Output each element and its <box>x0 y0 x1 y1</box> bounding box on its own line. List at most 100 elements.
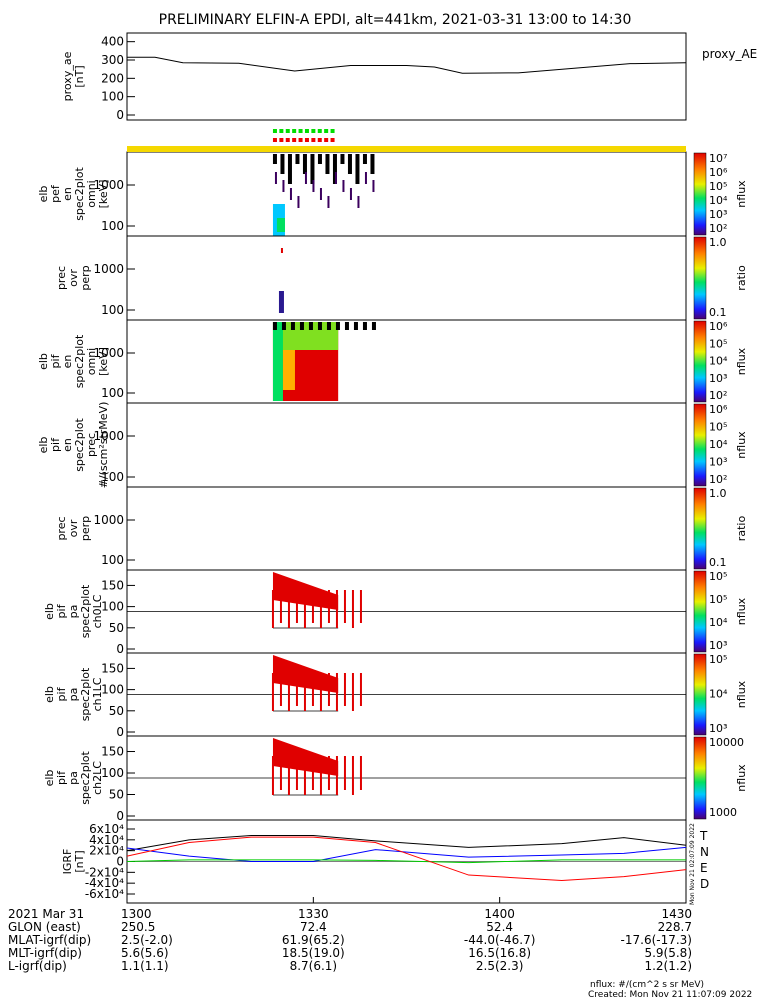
colorbar-tick: 10⁵ <box>709 593 727 606</box>
ylabel-line: pif <box>49 437 62 452</box>
flag-red-square <box>304 138 309 142</box>
spectrogram-cell <box>340 154 345 164</box>
spectrogram-cell <box>325 154 330 174</box>
panel-frame-prec_ovr_perp_1 <box>126 235 687 321</box>
legend-T: T <box>699 829 708 843</box>
xaxis-value: 1.1(1.1) <box>121 959 169 973</box>
xaxis-value: 52.4 <box>486 920 513 934</box>
ylabel-line: ovr <box>67 269 80 287</box>
colorbar-tick: 10² <box>709 389 727 402</box>
spectrogram-cell <box>317 322 322 330</box>
ylabel-line: ch2LC <box>91 761 104 795</box>
colorbar-tick: 10000 <box>709 736 744 749</box>
ylabel-line: [nT] <box>73 65 86 87</box>
panel-frame-prec_ovr_perp_2 <box>126 486 687 571</box>
ylabel-line: prec <box>85 433 98 457</box>
colorbar-tick: 10⁵ <box>709 180 727 193</box>
ytick-label: 1000 <box>93 513 124 527</box>
series-line-proxy-ae <box>127 56 687 74</box>
colorbar-tick: 10³ <box>709 639 727 652</box>
panel-proxy_ae: proxy_ae [nT] 0 100 200 300 400 proxy_AE <box>61 32 757 122</box>
spectrogram-cell <box>335 322 340 330</box>
colorbar-tick: 10³ <box>709 722 727 735</box>
series-line-T <box>126 835 687 852</box>
flag-red-square <box>298 138 303 142</box>
legend-D: D <box>700 877 709 891</box>
ylabel-elb_pef_en: elb pef en spec2plot omni [keV] <box>37 167 110 221</box>
ylabel-pa_ch1: elb pif pa spec2plot ch1LC <box>43 667 104 721</box>
flag-green-square <box>298 129 303 133</box>
colorbar-tick: 1000 <box>709 806 737 819</box>
colorbar-label: ratio <box>735 265 748 291</box>
ytick-label: 100 <box>101 303 124 317</box>
colorbar-label: nflux <box>735 680 748 708</box>
flag-green-square <box>304 129 309 133</box>
ylabel-igrf: IGRF [nT] <box>61 849 86 875</box>
spectrogram-cell <box>310 154 315 184</box>
spectrogram-marks <box>127 738 686 796</box>
spectrogram-cell <box>342 180 345 192</box>
panel-frame-elb_pif_en <box>126 319 687 404</box>
spectrogram-cell <box>304 172 307 184</box>
ytick-label: 0 <box>116 108 124 122</box>
ylabel-line: prec <box>55 516 68 540</box>
flag-indicators <box>127 129 686 152</box>
xaxis-value: 2.5(2.3) <box>476 959 524 973</box>
xaxis-row-label: MLT-igrf(dip) <box>8 946 82 960</box>
ylabel-line: elb <box>37 437 50 454</box>
colorbar-scale <box>693 236 707 320</box>
colorbar-tick: 10⁶ <box>709 320 728 333</box>
colorbar-tick: 10³ <box>709 208 727 221</box>
panel-frame-elb_pif_prec <box>126 402 687 488</box>
flag-green-square <box>285 129 290 133</box>
colorbar-prec_ovr_perp_1: 0.1 1.0 ratio <box>693 236 748 320</box>
ylabel-line: pif <box>55 603 68 618</box>
colorbar-prec_ovr_perp_2: 0.1 1.0 ratio <box>693 487 748 570</box>
panel-elb_pif_en: elb pif en spec2plot omni [keV]100100010²10³1… <box>37 319 748 404</box>
colorbar-label: nflux <box>735 764 748 792</box>
spectrogram-cell <box>372 180 375 192</box>
spectrogram-cell <box>326 322 331 330</box>
flag-red-square <box>285 138 290 142</box>
colorbar-tick: 10⁵ <box>709 337 727 350</box>
ylabel-line: pif <box>55 686 68 701</box>
colorbar-tick: 10⁴ <box>709 616 728 629</box>
flag-green-square <box>272 129 277 133</box>
colorbar-tick: 10⁴ <box>709 355 728 368</box>
spectrogram-cell <box>272 154 277 164</box>
colorbar-tick: 10² <box>709 222 727 235</box>
xaxis-value: 228.7 <box>658 920 692 934</box>
ytick-label: 100 <box>101 600 124 614</box>
colorbar-scale <box>693 152 707 236</box>
spectrogram-marks <box>272 322 376 401</box>
colorbar-tick: 10⁴ <box>709 688 728 701</box>
spectrogram-cell <box>281 322 286 330</box>
ylabel-line: spec2plot <box>73 334 86 388</box>
series-line-N <box>126 846 687 862</box>
ytick-label: 6x10⁴ <box>89 822 124 836</box>
ylabel-line: perp <box>79 516 92 541</box>
ylabel-line: perp <box>79 265 92 290</box>
ytick-label: -6x10⁴ <box>85 887 124 901</box>
ytick-label: 100 <box>101 553 124 567</box>
colorbar-tick: 10⁶ <box>709 166 728 179</box>
colorbar-tick: 10⁴ <box>709 194 728 207</box>
panel-frame-proxy_ae <box>126 32 687 121</box>
panel-pa_ch2: elb pif pa spec2plot ch2LC 0 50 100 150 1000 10000… <box>43 735 748 823</box>
spectrogram-cell <box>355 154 360 184</box>
ylabel-line: elb <box>37 186 50 203</box>
colorbar-elb_pif_en: 10² 10³ 10⁴ 10⁵ 10⁶ nflux <box>693 320 748 403</box>
spectrogram-cell <box>290 322 295 330</box>
ytick-label: 100 <box>101 766 124 780</box>
colorbar-tick: 10³ <box>709 372 727 385</box>
ylabel-line: ch0LC <box>91 594 104 628</box>
legend-E: E <box>700 861 708 875</box>
spectrogram-cell <box>347 154 352 174</box>
spectrogram-cell <box>353 322 358 330</box>
colorbar-tick: 10⁶ <box>709 403 728 416</box>
xaxis-value: 1400 <box>484 907 515 921</box>
flag-green-square <box>311 129 316 133</box>
panel-prec_ovr_perp_2: prec ovr perp 100 1000 0.1 1.0 ratio <box>55 486 748 571</box>
ytick-label: 0 <box>116 855 124 869</box>
